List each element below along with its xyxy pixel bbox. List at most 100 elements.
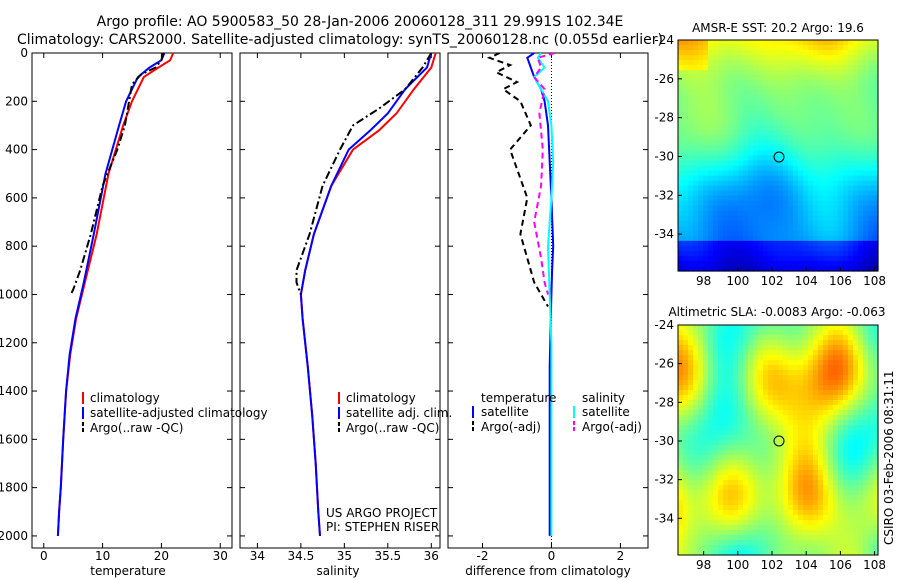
sst-map-cell [848, 85, 854, 91]
sst-map-cell [748, 155, 754, 162]
sst-map-cell [818, 45, 824, 51]
sst-map-cell [818, 140, 824, 147]
sla-map-cell [713, 420, 719, 426]
sla-map-cell [723, 325, 729, 331]
sst-map-cell [723, 70, 729, 76]
sst-map-cell [838, 260, 844, 267]
sla-map-cell [738, 375, 744, 381]
sla-map-cell [778, 325, 784, 331]
sst-map-cell [738, 200, 744, 207]
sla-map-cell [788, 330, 794, 336]
sla-map-cell [858, 435, 864, 441]
sla-map-cell [788, 460, 794, 466]
sla-map-cell [718, 410, 724, 416]
sla-map-cell [758, 400, 764, 406]
sla-map-cell [863, 380, 869, 386]
sst-map-cell [703, 105, 709, 111]
sst-map-cell [863, 145, 869, 152]
sst-map-cell [743, 150, 749, 157]
sst-map-cell [858, 50, 864, 56]
sla-map-cell [863, 455, 869, 461]
sst-map-cell [763, 200, 769, 207]
sla-map-cell [778, 350, 784, 356]
sla-map-cell [833, 475, 839, 481]
sla-map-cell [728, 530, 734, 536]
sst-map-cell [838, 100, 844, 106]
sla-map-cell [758, 495, 764, 501]
sst-map-cell [793, 85, 799, 91]
sla-ticks-ytick-label: -28 [654, 395, 674, 409]
sla-map-cell [868, 400, 874, 406]
sst-map-cell [808, 260, 814, 267]
sla-map-cell [688, 440, 694, 446]
sla-map-cell [838, 405, 844, 411]
sst-map-cell [718, 160, 724, 167]
sla-map-cell [868, 435, 874, 441]
sla-map-cell [708, 450, 714, 456]
sla-map-cell [793, 535, 799, 541]
sla-map-cell [733, 515, 739, 521]
sst-map-cell [823, 85, 829, 91]
sla-map-cell [873, 500, 879, 506]
sla-map-cell [698, 450, 704, 456]
sst-map-cell [723, 105, 729, 111]
sla-map-cell [758, 535, 764, 541]
sla-map-cell [803, 410, 809, 416]
sst-map-cell [713, 80, 719, 86]
sst-map-cell [728, 130, 734, 137]
sst-map-cell [798, 200, 804, 207]
sst-map-cell [813, 210, 819, 217]
sst-map-cell [718, 225, 724, 232]
sla-map-cell [743, 495, 749, 501]
sst-map-cell [788, 185, 794, 192]
sst-map-cell [713, 70, 719, 76]
sla-map-cell [858, 385, 864, 391]
sla-map-cell [828, 420, 834, 426]
sst-map-cell [783, 255, 789, 262]
sla-map-cell [798, 430, 804, 436]
sla-map-cell [828, 425, 834, 431]
sla-map-cell [818, 495, 824, 501]
sla-map-cell [743, 400, 749, 406]
sla-map-cell [678, 450, 684, 456]
sla-map-cell [873, 510, 879, 516]
sst-map-cell [713, 135, 719, 142]
sla-map-cell [738, 550, 744, 556]
sst-map-cell [783, 220, 789, 227]
sla-map-cell [698, 480, 704, 486]
sst-map-cell [723, 195, 729, 202]
sla-map-cell [823, 500, 829, 506]
sla-map-cell [788, 345, 794, 351]
sst-map-cell [858, 70, 864, 76]
sla-map-cell [748, 510, 754, 516]
sla-map-cell [743, 430, 749, 436]
sla-map-cell [688, 445, 694, 451]
sst-map-cell [873, 115, 879, 121]
sst-map-cell [778, 265, 784, 272]
sst-map-cell [833, 130, 839, 137]
sst-map-cell [783, 75, 789, 81]
sst-map-cell [803, 50, 809, 56]
temperature-ytick-label: 800 [5, 239, 28, 253]
sst-map-cell [753, 85, 759, 91]
sst-map-cell [698, 95, 704, 101]
sst-map-cell [778, 260, 784, 267]
sla-map-cell [873, 520, 879, 526]
sst-map-cell [703, 155, 709, 162]
sla-map-cell [763, 340, 769, 346]
sla-map-cell [783, 435, 789, 441]
sst-map-cell [753, 180, 759, 187]
sla-map-cell [703, 545, 709, 551]
sla-map-cell [748, 325, 754, 331]
sla-map-cell [733, 440, 739, 446]
sla-map-cell [723, 400, 729, 406]
sst-map-cell [698, 115, 704, 121]
sst-map-cell [853, 180, 859, 187]
sst-map-cell [858, 215, 864, 222]
sla-map-cell [713, 470, 719, 476]
sst-map-cell [793, 175, 799, 182]
sla-map-cell [683, 505, 689, 511]
sst-map-cell [798, 70, 804, 76]
sst-map-cell [838, 235, 844, 242]
sla-map-cell [818, 535, 824, 541]
